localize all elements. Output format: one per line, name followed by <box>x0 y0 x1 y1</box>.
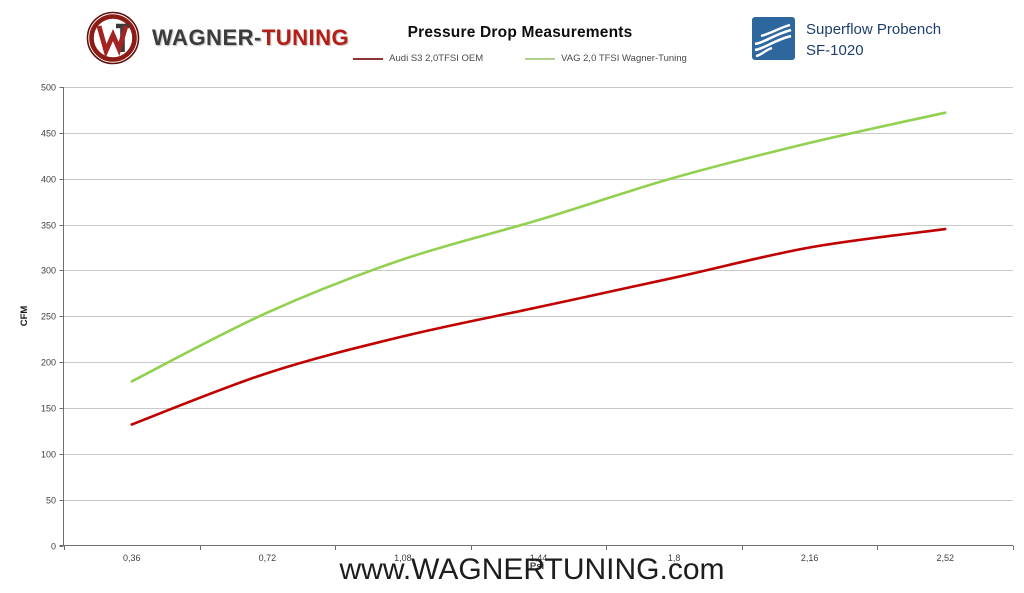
watermark-url: www.WAGNERTUNING.com <box>339 553 725 586</box>
superflow-logo: Superflow Probench SF-1020 <box>752 17 941 61</box>
y-axis-tick-label: 300 <box>41 266 56 276</box>
y-axis-tick-label: 250 <box>41 312 56 322</box>
legend-item-wagner: VAG 2,0 TFSI Wagner-Tuning <box>525 53 687 64</box>
x-axis-tick-label: 2,16 <box>801 553 819 563</box>
series-line-oem <box>130 227 947 426</box>
y-axis-tick-label: 100 <box>41 450 56 460</box>
superflow-line2: SF-1020 <box>806 42 864 59</box>
y-axis-tick-label: 150 <box>41 404 56 414</box>
superflow-waves-icon <box>752 17 795 60</box>
y-axis-tick-label: 50 <box>46 496 56 506</box>
legend-item-oem: Audi S3 2,0TFSI OEM <box>353 53 483 64</box>
chart-legend: Audi S3 2,0TFSI OEM VAG 2,0 TFSI Wagner-… <box>300 53 740 64</box>
title-block: Pressure Drop Measurements Audi S3 2,0TF… <box>300 24 740 64</box>
wagner-tuning-wordmark: WAGNER-TUNING <box>152 25 349 51</box>
wagner-wt-emblem-icon <box>86 11 140 65</box>
chart-title: Pressure Drop Measurements <box>407 24 633 41</box>
x-axis-tick-label: 1,08 <box>394 553 412 563</box>
x-axis-tick-label: 0,72 <box>259 553 277 563</box>
x-axis-tick-label: 0,36 <box>123 553 141 563</box>
wagner-tuning-logo: WAGNER-TUNING <box>86 11 349 65</box>
legend-label-wagner: VAG 2,0 TFSI Wagner-Tuning <box>561 53 687 64</box>
x-axis-tick-label: 2,52 <box>936 553 954 563</box>
y-axis-tick-label: 500 <box>41 83 56 93</box>
series-line-wagner-tuning <box>130 111 947 383</box>
x-axis-tick-label: 1,44 <box>530 553 548 563</box>
y-axis-tick-label: 200 <box>41 358 56 368</box>
superflow-text: Superflow Probench SF-1020 <box>806 17 941 61</box>
y-axis-tick-label: 350 <box>41 221 56 231</box>
x-axis-title: Psi <box>530 561 544 572</box>
legend-swatch-wagner <box>525 57 556 60</box>
y-axis-tick-label: 450 <box>41 129 56 139</box>
legend-label-oem: Audi S3 2,0TFSI OEM <box>389 53 484 64</box>
y-axis-title: CFM <box>19 306 30 327</box>
y-axis-tick-label: 0 <box>51 542 56 552</box>
y-axis-tick-label: 400 <box>41 175 56 185</box>
legend-swatch-oem <box>353 57 384 60</box>
wagner-text-dark: WAGNER- <box>152 25 262 50</box>
superflow-line1: Superflow Probench <box>806 21 942 38</box>
wagner-text-red: TUNING <box>261 25 350 50</box>
x-axis-tick-label: 1,8 <box>668 553 681 563</box>
